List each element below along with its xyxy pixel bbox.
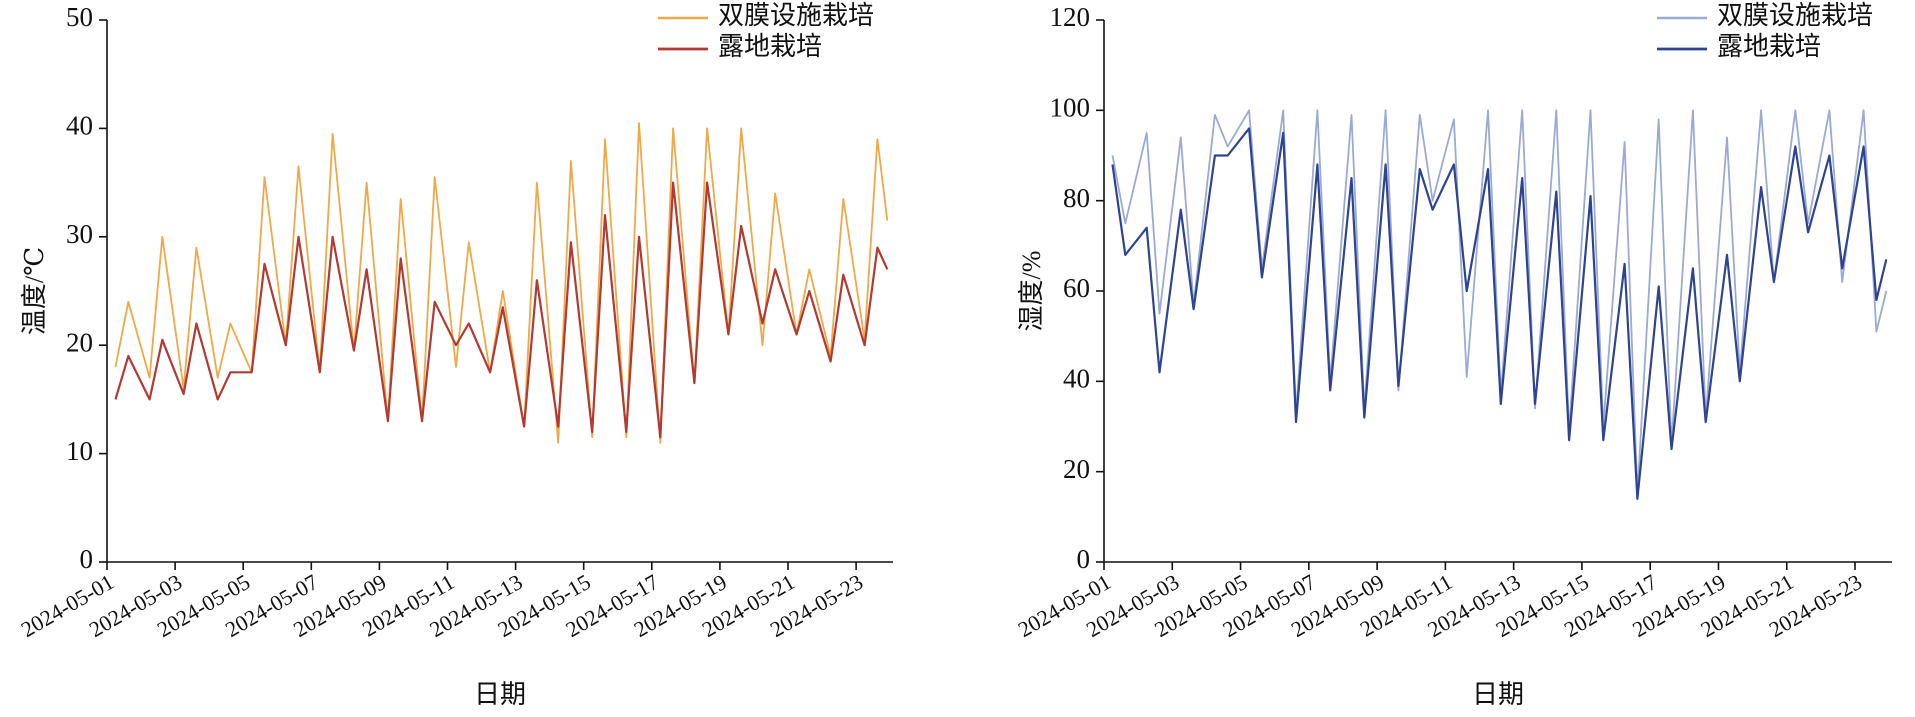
y-tick-label: 50: [66, 2, 93, 32]
axes: [106, 20, 893, 563]
series-line: [114, 181, 889, 439]
y-axis-label: 湿度/%: [1017, 251, 1046, 332]
y-tick-label: 20: [1063, 454, 1090, 484]
legend-label: 双膜设施栽培: [1717, 1, 1873, 30]
y-tick-label: 60: [1063, 273, 1090, 303]
y-tick-label: 30: [66, 219, 93, 249]
x-axis-label: 日期: [474, 680, 526, 709]
series-line: [114, 122, 889, 444]
axes: [1103, 20, 1892, 563]
y-tick-label: 20: [66, 327, 93, 357]
y-tick-label: 40: [66, 111, 93, 141]
chart: 0204060801001202024-05-012024-05-032024-…: [1014, 1, 1892, 709]
y-tick-label: 100: [1050, 93, 1091, 123]
legend-label: 双膜设施栽培: [718, 1, 874, 30]
legend-label: 露地栽培: [718, 32, 822, 61]
series-line: [1111, 127, 1888, 500]
y-tick-label: 120: [1050, 2, 1091, 32]
y-tick-label: 0: [80, 544, 94, 574]
y-tick-label: 40: [1063, 364, 1090, 394]
series-line: [1111, 109, 1888, 496]
y-axis-label: 温度/℃: [20, 247, 49, 335]
chart: 010203040502024-05-012024-05-032024-05-0…: [17, 1, 893, 709]
x-axis-label: 日期: [1472, 680, 1524, 709]
y-tick-label: 80: [1063, 183, 1090, 213]
legend-label: 露地栽培: [1717, 32, 1821, 61]
y-tick-label: 10: [66, 436, 93, 466]
y-tick-label: 0: [1077, 544, 1091, 574]
